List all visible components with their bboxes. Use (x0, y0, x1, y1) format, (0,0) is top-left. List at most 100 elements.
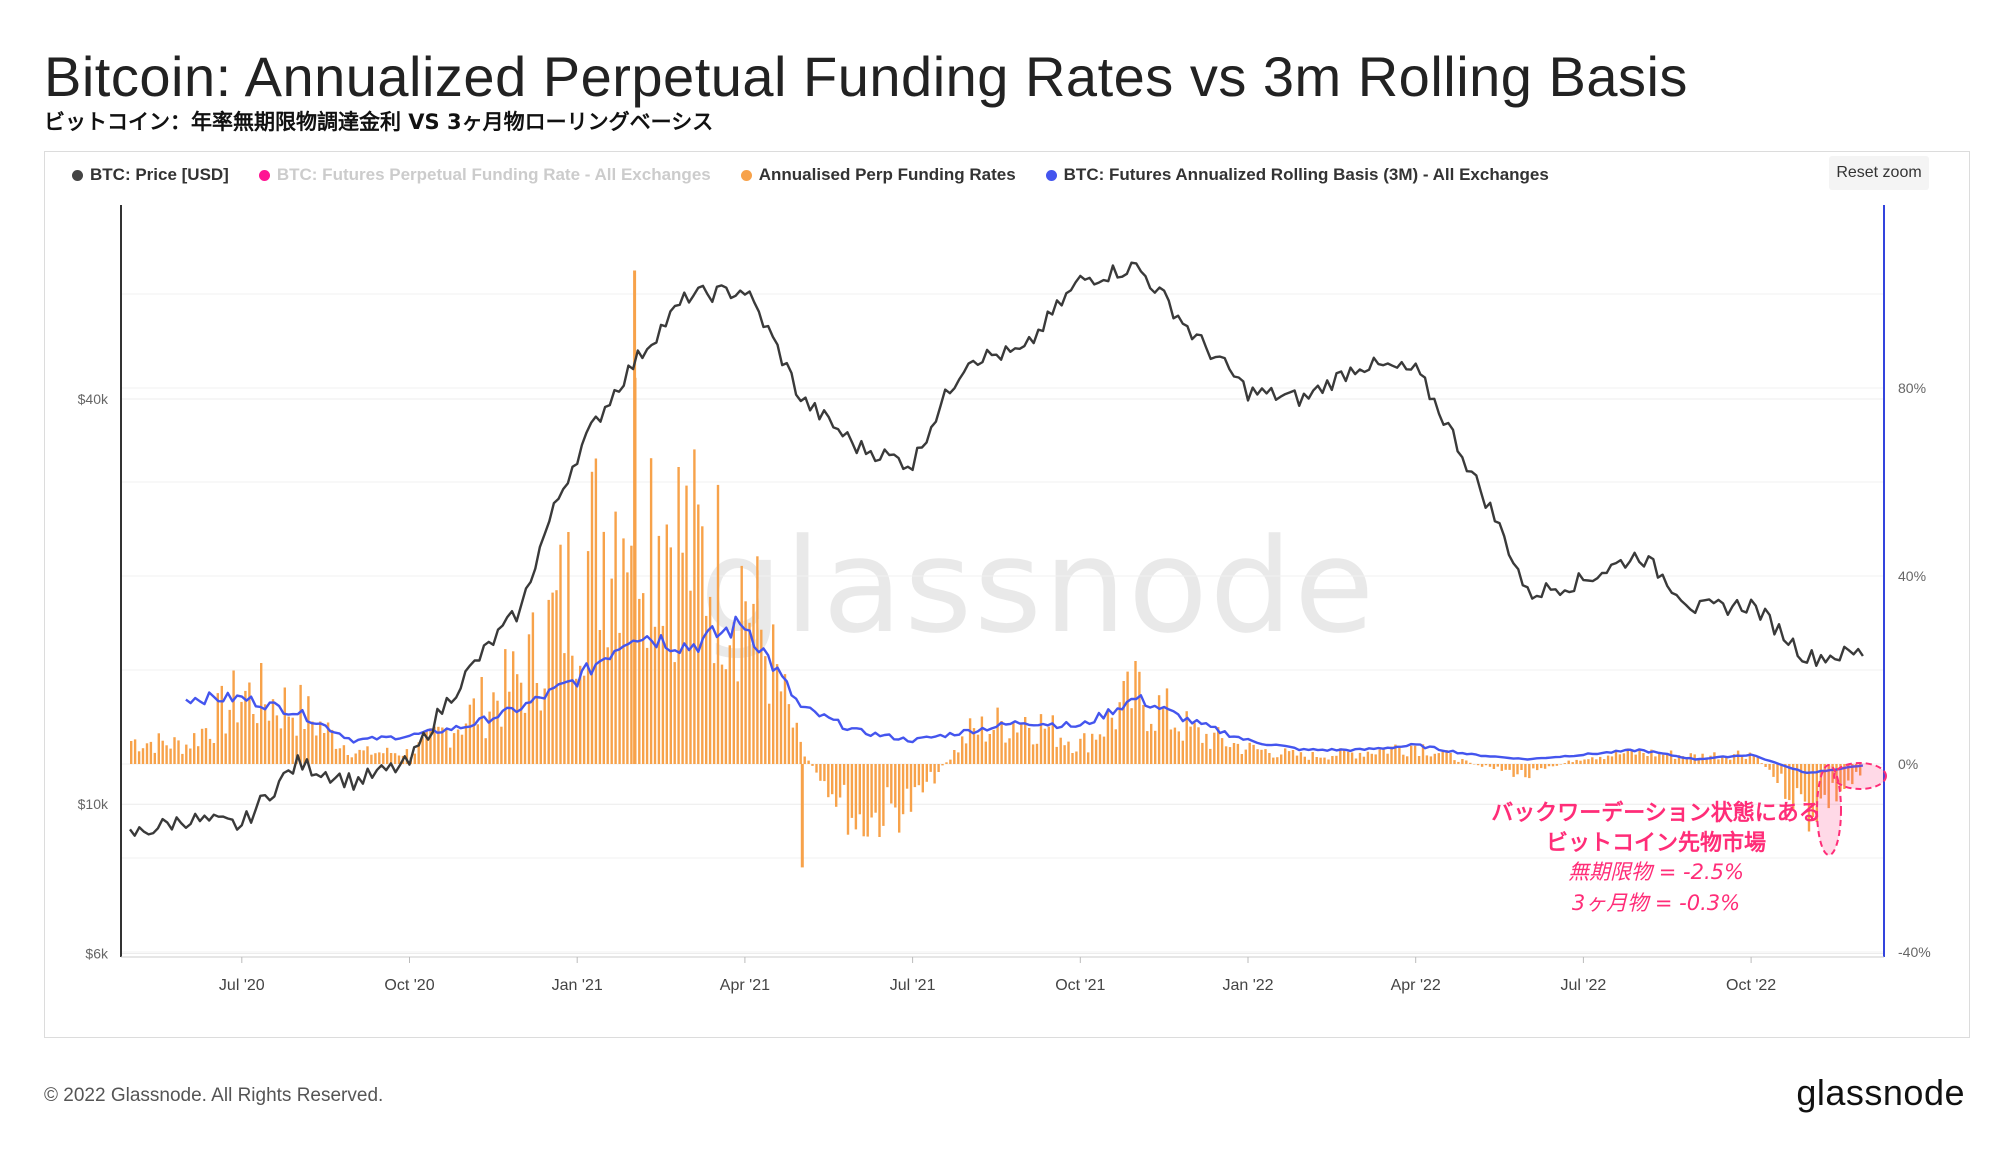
funding-bar (216, 693, 219, 764)
funding-bar (1512, 764, 1515, 777)
funding-bar (783, 674, 787, 764)
y-left-tick-label: $6k (85, 946, 109, 962)
funding-bar (472, 698, 475, 764)
funding-bar (795, 722, 798, 764)
funding-bar (614, 511, 617, 764)
funding-bar (193, 733, 196, 764)
funding-bar (480, 677, 483, 764)
funding-bar (1299, 752, 1303, 764)
funding-bar (1374, 754, 1377, 764)
funding-bar (1035, 743, 1039, 764)
funding-bar (157, 733, 160, 764)
funding-bar (1059, 737, 1062, 764)
funding-bar (248, 682, 251, 764)
funding-bar (1662, 754, 1665, 764)
funding-bar (1291, 750, 1295, 764)
funding-bar (1146, 731, 1149, 764)
funding-bar (543, 688, 546, 764)
legend-item-price[interactable]: BTC: Price [USD] (72, 165, 229, 185)
funding-bar (1709, 755, 1712, 764)
funding-bar (1083, 733, 1086, 764)
funding-bar (1520, 764, 1523, 770)
funding-bar (1358, 752, 1362, 764)
funding-bar (1339, 748, 1342, 764)
funding-bar (1220, 738, 1224, 764)
funding-bar (374, 753, 377, 764)
funding-bar (1847, 764, 1850, 781)
funding-bar (894, 764, 897, 808)
funding-bar (1772, 764, 1775, 777)
legend-dot-icon (72, 169, 83, 181)
funding-bar (1784, 764, 1787, 799)
funding-bar (311, 721, 314, 764)
funding-bar (842, 764, 846, 785)
funding-bar (145, 743, 149, 764)
funding-bar (866, 764, 869, 837)
funding-bar (1094, 739, 1098, 764)
footer-copyright: © 2022 Glassnode. All Rights Reserved. (44, 1085, 384, 1106)
funding-bar (1350, 752, 1354, 764)
funding-bar (1256, 749, 1259, 764)
funding-bar (366, 746, 369, 764)
funding-bar (921, 764, 924, 793)
funding-bar (1469, 762, 1472, 764)
funding-bar (1736, 750, 1740, 764)
funding-bar (1508, 764, 1511, 770)
funding-bar (1457, 761, 1460, 764)
funding-bar (1398, 747, 1401, 764)
funding-bar (1024, 717, 1027, 764)
funding-bar (1410, 745, 1413, 764)
funding-bar (1370, 753, 1373, 764)
funding-bar (807, 760, 810, 764)
funding-bar (1859, 764, 1862, 776)
funding-bar (779, 691, 783, 764)
legend-item-annualised-funding[interactable]: Annualised Perp Funding Rates (740, 165, 1016, 185)
funding-bar (1756, 757, 1759, 764)
funding-bar (539, 710, 542, 764)
funding-bar (208, 738, 212, 764)
funding-bar (618, 632, 621, 764)
funding-bar (488, 711, 491, 764)
funding-bar (1445, 750, 1448, 764)
funding-bar (708, 596, 712, 764)
funding-bar (1280, 754, 1283, 764)
x-tick-label: Oct '22 (1726, 977, 1776, 994)
funding-bar (917, 764, 921, 786)
funding-bar (165, 745, 168, 764)
funding-bar (1031, 744, 1035, 764)
legend-label: BTC: Futures Perpetual Funding Rate - Al… (276, 165, 711, 184)
x-tick-label: Oct '21 (1055, 977, 1105, 994)
funding-bar (370, 754, 373, 764)
funding-bar (1311, 752, 1314, 764)
legend-label: BTC: Futures Annualized Rolling Basis (3… (1063, 165, 1549, 184)
funding-bar (1268, 753, 1271, 764)
funding-bar (319, 721, 322, 764)
funding-bar (1638, 749, 1641, 764)
funding-bar (1540, 764, 1543, 769)
funding-bar (1803, 764, 1807, 802)
funding-bar (1091, 733, 1094, 764)
funding-bar (1008, 738, 1011, 764)
funding-bar (307, 696, 310, 764)
funding-bar (626, 572, 629, 764)
funding-bar (705, 615, 708, 764)
funding-bar (334, 748, 338, 764)
funding-bar (1453, 760, 1456, 764)
funding-bar (1106, 709, 1110, 764)
x-tick-label: Apr '21 (720, 977, 770, 994)
funding-bar (452, 733, 456, 764)
funding-bar (756, 556, 759, 764)
funding-bar (1433, 753, 1436, 764)
funding-bar (1421, 744, 1425, 764)
funding-bar (1792, 764, 1795, 811)
funding-bar (1480, 764, 1484, 767)
funding-bar (1114, 729, 1117, 764)
funding-bar (1063, 745, 1066, 764)
brand-logo: glassnode (1796, 1072, 1965, 1113)
funding-bar (649, 458, 653, 764)
reset-zoom-button[interactable]: Reset zoom (1829, 156, 1929, 190)
legend-item-rolling-basis[interactable]: BTC: Futures Annualized Rolling Basis (3… (1045, 165, 1549, 185)
funding-bar (338, 748, 342, 764)
funding-bar (1154, 730, 1157, 764)
legend-item-funding-rate[interactable]: BTC: Futures Perpetual Funding Rate - Al… (258, 165, 711, 185)
